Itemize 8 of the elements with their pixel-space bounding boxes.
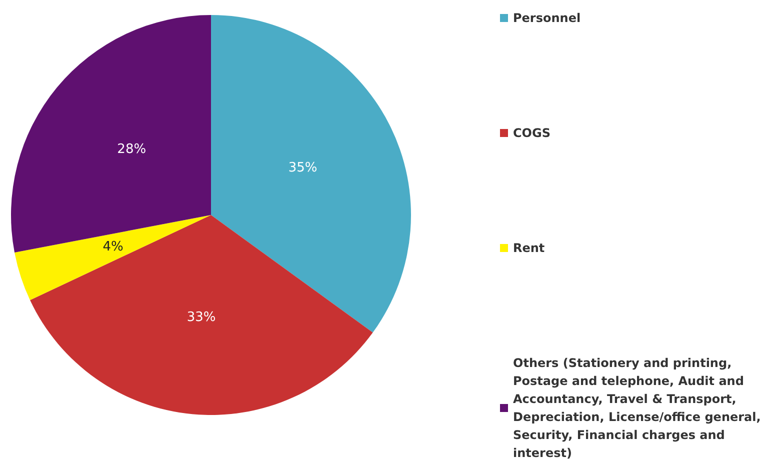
data-label: 28%: [117, 142, 146, 157]
legend-label: Others (Stationery and printing, Postage and telephone, Audit and Accountancy, Travel & Transport, Depreciation, License/office general, Security, Financial charges and interest): [513, 356, 761, 460]
legend-label: Personnel: [513, 11, 581, 25]
data-label: 35%: [288, 160, 318, 176]
data-label: 33%: [186, 310, 216, 326]
data-label: 4%: [102, 239, 124, 254]
legend-label: Rent: [513, 241, 545, 255]
legend-label: COGS: [513, 126, 550, 140]
